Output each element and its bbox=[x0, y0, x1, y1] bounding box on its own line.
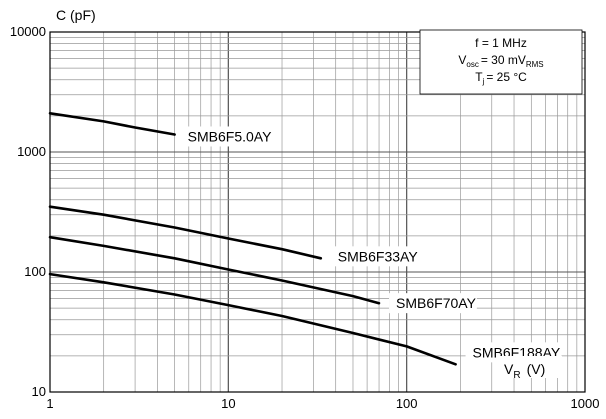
plot-frame bbox=[49, 31, 586, 393]
y-tick-label: 10000 bbox=[10, 24, 46, 39]
x-tick-label: 1 bbox=[46, 396, 53, 411]
condition-frequency: f = 1 MHz bbox=[475, 36, 527, 50]
y-tick-label: 100 bbox=[24, 264, 46, 279]
series-line bbox=[48, 205, 323, 260]
series-label-bg bbox=[389, 293, 477, 314]
y-tick-label: 10 bbox=[32, 384, 46, 399]
series-label: SMB6F33AY bbox=[338, 248, 419, 264]
series-label: SMB6F70AY bbox=[396, 295, 477, 311]
series-label: SMB6F5.0AY bbox=[188, 128, 272, 144]
x-axis-label-bg bbox=[496, 356, 562, 378]
series-label-bg bbox=[330, 246, 419, 267]
x-axis-label-text: VR (V) bbox=[504, 361, 545, 381]
y-tick-label: 1000 bbox=[17, 144, 46, 159]
grid bbox=[49, 31, 586, 393]
x-axis-label: VR (V) bbox=[496, 356, 562, 381]
condition-vosc: Vosc = 30 mVRMS bbox=[458, 53, 543, 69]
condition-tj: Tj = 25 °C bbox=[475, 70, 527, 86]
y-axis-label: C (pF) bbox=[56, 7, 96, 23]
x-tick-label: 1000 bbox=[571, 396, 600, 411]
series-line bbox=[48, 272, 457, 366]
series-line bbox=[48, 235, 381, 305]
x-tick-label: 10 bbox=[221, 396, 235, 411]
conditions-box: f = 1 MHz Vosc = 30 mVRMS Tj = 25 °C bbox=[419, 29, 583, 95]
series-label-bg bbox=[180, 126, 277, 147]
series-line bbox=[48, 112, 176, 136]
x-tick-label: 100 bbox=[396, 396, 418, 411]
